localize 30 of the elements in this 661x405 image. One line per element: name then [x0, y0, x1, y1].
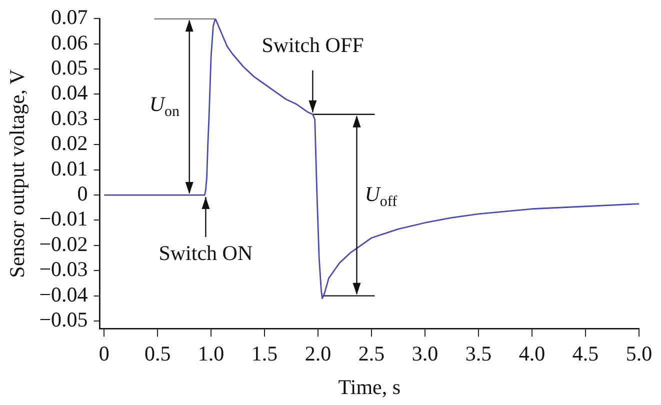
y-tick-label: 0.01	[51, 156, 88, 180]
y-tick-label: 0	[77, 182, 88, 206]
y-tick-label: −0.04	[39, 282, 88, 306]
x-tick-label: 3.5	[465, 342, 492, 366]
y-tick-label: 0.03	[51, 106, 88, 130]
x-tick-label: 3.0	[412, 342, 438, 366]
x-tick-label: 1.5	[251, 342, 278, 366]
y-tick-label: −0.03	[39, 257, 88, 282]
y-tick-label: 0.07	[51, 5, 88, 30]
y-tick-label: 0.04	[51, 80, 88, 105]
x-tick-label: 1.0	[198, 342, 224, 366]
y-tick-label: 0.02	[51, 131, 88, 156]
annotation: Switch OFF	[262, 33, 364, 58]
x-tick-label: 0	[98, 342, 110, 366]
x-tick-label: 5.0	[626, 342, 652, 366]
x-tick-label: 0.5	[144, 342, 171, 366]
y-axis-title: Sensor output voltage, V	[5, 69, 30, 278]
annotation: U$_{on}$	[149, 92, 180, 120]
x-tick-label: 2.5	[358, 342, 385, 366]
y-tick-label: 0.06	[51, 30, 88, 54]
y-tick-label: 0.05	[51, 56, 88, 80]
y-tick-label: −0.02	[39, 232, 88, 256]
y-tick-label: −0.01	[39, 206, 88, 231]
x-tick-label: 4.5	[572, 342, 599, 366]
y-tick-label: −0.05	[39, 308, 88, 332]
annotation: U$_{off}$	[364, 182, 398, 210]
x-axis-title: Time, s	[338, 374, 401, 399]
x-tick-label: 4.0	[518, 342, 546, 366]
x-tick-label: 2.0	[304, 342, 332, 366]
annotation: Switch ON	[158, 241, 253, 266]
